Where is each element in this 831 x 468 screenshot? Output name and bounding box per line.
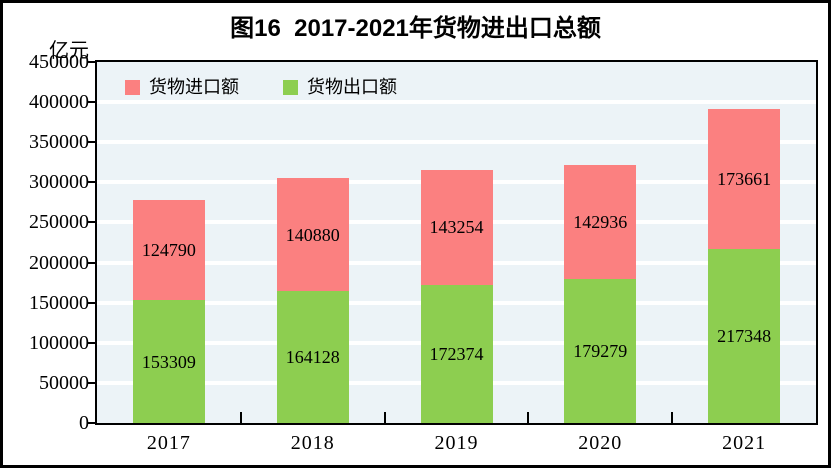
bar-segment-货物进口额-2018: 140880 — [276, 178, 349, 292]
y-axis-tick — [87, 221, 95, 224]
x-axis-tick — [383, 412, 386, 423]
y-axis-tick-label: 50000 — [39, 371, 89, 394]
bar-value-label: 140880 — [285, 224, 340, 245]
y-axis-tick-label: 150000 — [29, 291, 89, 314]
bar-segment-货物出口额-2018: 164128 — [276, 291, 349, 423]
x-axis-tick — [671, 412, 674, 423]
legend-label: 货物进口额 — [149, 77, 239, 97]
legend-item: 货物出口额 — [283, 78, 397, 96]
bar-value-label: 173661 — [717, 168, 772, 189]
legend-swatch — [283, 79, 298, 95]
bar-segment-货物出口额-2019: 172374 — [420, 284, 493, 423]
y-axis-tick-label: 400000 — [29, 91, 89, 114]
y-axis-tick-label: 300000 — [29, 171, 89, 194]
bar-value-label: 153309 — [141, 351, 196, 372]
bar-value-label: 179279 — [573, 341, 628, 362]
bar-value-label: 142936 — [573, 211, 628, 232]
bar-value-label: 124790 — [141, 239, 196, 260]
y-axis-tick — [87, 181, 95, 184]
y-axis-tick-label: 0 — [79, 412, 89, 434]
bar-value-label: 172374 — [429, 343, 484, 364]
y-axis-tick — [87, 101, 95, 104]
y-axis-tick — [87, 141, 95, 144]
bar-segment-货物进口额-2017: 124790 — [132, 199, 205, 301]
y-axis-tick — [87, 301, 95, 304]
x-axis-category-label: 2020 — [578, 432, 623, 454]
y-axis-tick-label: 100000 — [29, 331, 89, 354]
x-axis-category-label: 2019 — [434, 432, 479, 454]
bar-segment-货物出口额-2020: 179279 — [564, 279, 637, 423]
plot-area: 货物进口额 货物出口额 153309 124790 164128 140880 17237… — [95, 60, 818, 425]
legend-item: 货物进口额 — [125, 78, 239, 96]
bar-segment-货物进口额-2020: 142936 — [564, 164, 637, 280]
bar-value-label: 217348 — [717, 325, 772, 346]
bar-value-label: 143254 — [429, 217, 484, 238]
legend-label: 货物出口额 — [307, 77, 397, 97]
y-axis-tick-label: 200000 — [29, 251, 89, 274]
y-axis-tick-label: 350000 — [29, 131, 89, 154]
legend-swatch — [125, 79, 140, 95]
x-axis-tick — [527, 412, 530, 423]
x-axis-category-label: 2021 — [722, 432, 767, 454]
y-axis-tick — [87, 261, 95, 264]
y-axis-tick-label: 450000 — [29, 51, 89, 73]
y-axis-unit-label: 亿元 — [49, 40, 89, 62]
gridline — [97, 140, 816, 145]
y-axis-tick — [87, 61, 95, 63]
gridline — [97, 100, 816, 105]
bar-segment-货物进口额-2021: 173661 — [708, 109, 781, 249]
bar-value-label: 164128 — [285, 347, 340, 368]
legend: 货物进口额 货物出口额 — [125, 78, 397, 96]
y-axis-tick — [87, 381, 95, 384]
x-axis-tick — [239, 412, 242, 423]
x-axis-category-label: 2018 — [290, 432, 335, 454]
chart-title: 图16 2017-2021年货物进出口总额 — [230, 15, 601, 42]
bar-segment-货物出口额-2017: 153309 — [132, 300, 205, 423]
y-axis-tick — [87, 341, 95, 344]
y-axis-tick — [87, 422, 95, 424]
bar-segment-货物出口额-2021: 217348 — [708, 248, 781, 423]
y-axis-tick-label: 250000 — [29, 211, 89, 234]
x-axis-category-label: 2017 — [146, 432, 191, 454]
bar-segment-货物进口额-2019: 143254 — [420, 169, 493, 285]
